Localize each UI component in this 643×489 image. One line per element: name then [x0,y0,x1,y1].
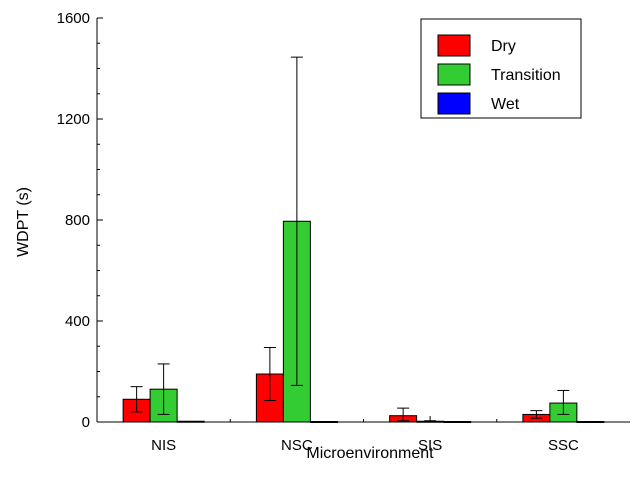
bars [122,220,605,423]
legend-swatch-wet [437,92,471,115]
legend-swatch-transition [437,63,471,86]
y-tick-label: 1200 [57,111,90,128]
legend-label-transition: Transition [491,67,561,84]
y-tick-label: 400 [65,313,90,330]
legend-swatch-dry [437,34,471,57]
legend: Dry Transition Wet [420,18,582,119]
legend-label-wet: Wet [491,96,520,113]
y-tick-label: 0 [82,414,90,431]
legend-label-dry: Dry [491,38,516,55]
bar-wet-ssc [576,420,605,423]
x-tick-label: SSC [548,437,579,454]
x-ticks: NIS NSC SIS SSC [151,416,579,454]
bar-wet-sis [443,420,472,423]
bar-wet-nsc [309,420,338,423]
y-tick-label: 800 [65,212,90,229]
plot-area: 0 400 800 1200 1600 NIS NSC SIS SSC [57,10,630,454]
y-ticks: 0 400 800 1200 1600 [57,10,103,431]
bar-wet-nis [176,420,205,423]
legend-items: Dry Transition Wet [437,34,561,115]
y-tick-label: 1600 [57,10,90,27]
x-tick-label: NSC [281,437,313,454]
y-axis-title: WDPT (s) [15,187,32,257]
x-axis-title: Microenvironment [306,445,434,462]
x-tick-label: NIS [151,437,176,454]
error-bars [130,56,570,423]
x-tick-label: SIS [418,437,442,454]
